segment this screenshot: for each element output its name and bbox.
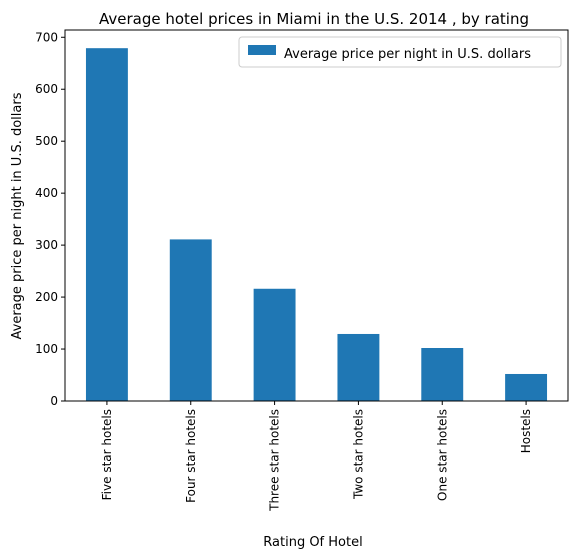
x-tick-label: Four star hotels [184,409,198,503]
bar-two-star-hotels [337,333,380,401]
y-tick-label: 700 [35,30,58,44]
x-tick-label: Two star hotels [351,409,365,500]
bar-three-star-hotels [253,288,296,401]
bars-group [85,48,548,401]
y-tick-label: 200 [35,290,58,304]
y-axis: 0 100 200 300 400 500 600 700 [35,30,65,408]
legend-box [238,36,562,68]
chart-title: Average hotel prices in Miami in the U.S… [99,10,529,28]
x-tick-label: Hostels [519,409,533,453]
x-axis: Five star hotels Four star hotels Three st… [100,401,533,512]
y-tick-label: 500 [35,134,58,148]
plot-frame [64,29,569,402]
y-axis-label: Average price per night in U.S. dollars [10,92,25,339]
y-tick-label: 600 [35,82,58,96]
y-tick-label: 300 [35,238,58,252]
legend-swatch [248,45,276,55]
bar-four-star-hotels [169,239,212,401]
x-tick-label: One star hotels [435,409,449,501]
legend-label: Average price per night in U.S. dollars [284,47,531,62]
x-tick-label: Three star hotels [268,409,282,512]
y-tick-label: 0 [50,394,58,408]
y-tick-label: 100 [35,342,58,356]
bar-one-star-hotels [421,348,464,401]
y-tick-label: 400 [35,186,58,200]
bar-hostels [505,373,548,401]
bar-five-star-hotels [85,48,128,401]
x-axis-label: Rating Of Hotel [263,535,362,550]
x-tick-label: Five star hotels [100,409,114,500]
legend: Average price per night in U.S. dollars [238,36,562,68]
